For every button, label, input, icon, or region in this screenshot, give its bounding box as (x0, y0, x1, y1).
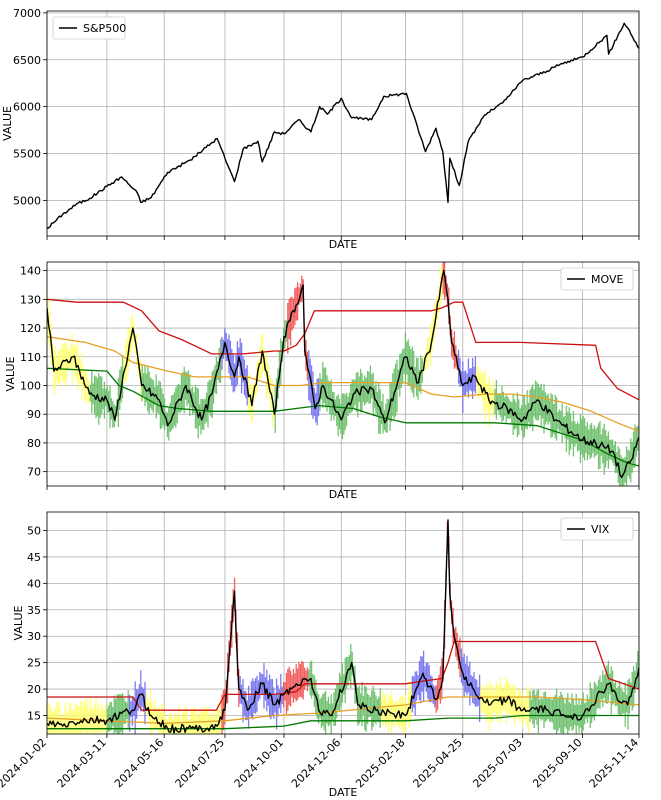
plot-frame (46, 511, 640, 735)
y-axis-label: VALUE (1, 106, 14, 141)
y-tick-label: 25 (27, 657, 41, 670)
plot-frame (46, 261, 640, 487)
series-line-main (47, 519, 639, 734)
series-line-main (47, 269, 639, 479)
y-tick-label: 6500 (13, 54, 41, 67)
y-tick-label: 20 (27, 683, 41, 696)
legend-label: VIX (591, 523, 610, 536)
x-axis-label: DATE (329, 488, 358, 501)
y-axis-label: VALUE (12, 605, 25, 640)
y-tick-label: 90 (27, 408, 41, 421)
plot-area (47, 22, 639, 230)
legend-box (52, 16, 126, 40)
y-tick-label: 5000 (13, 194, 41, 207)
y-tick-label: 100 (20, 379, 41, 392)
x-axis-label: DATE (329, 786, 358, 799)
legend: MOVE (560, 267, 634, 291)
legend: VIX (560, 517, 634, 541)
y-tick-label: 5500 (13, 148, 41, 161)
plot-frame (46, 10, 640, 237)
chart-panel-2: 70 80 90 100 110 120 130 140 DATE VALUE MOVE (4, 261, 640, 501)
series-line-main (47, 22, 639, 230)
y-tick-label: 120 (20, 322, 41, 335)
y-tick-label: 80 (27, 437, 41, 450)
legend-label: MOVE (591, 273, 623, 286)
y-tick-label: 35 (27, 604, 41, 617)
plot-area (47, 262, 639, 486)
y-tick-label: 40 (27, 577, 41, 590)
y-tick-label: 140 (20, 265, 41, 278)
series-line-middle (47, 336, 639, 433)
y-tick-label: 7000 (13, 7, 41, 20)
y-tick-label: 110 (20, 351, 41, 364)
y-tick-label: 130 (20, 293, 41, 306)
legend-label: S&P500 (83, 22, 126, 35)
grid (46, 11, 640, 236)
y-tick-label: 70 (27, 466, 41, 479)
x-axis-label: DATE (329, 238, 358, 251)
y-tick-label: 50 (27, 525, 41, 538)
series-line-middle (47, 696, 639, 725)
legend-box (560, 517, 634, 541)
y-tick-label: 45 (27, 551, 41, 564)
y-tick-label: 15 (27, 710, 41, 723)
y-tick-label: 30 (27, 630, 41, 643)
y-axis-label: VALUE (4, 356, 17, 391)
y-tick-label: 6000 (13, 101, 41, 114)
legend-box (560, 267, 634, 291)
chart-panel-1: 5000 5500 6000 6500 7000 DATE VALUE S&P500 (1, 7, 640, 251)
legend: S&P500 (52, 16, 126, 40)
series-line-lower (47, 367, 639, 467)
plot-area (47, 519, 639, 734)
